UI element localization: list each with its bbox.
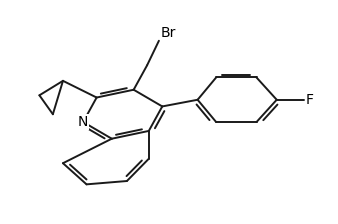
Text: F: F (305, 93, 313, 107)
Text: N: N (78, 115, 88, 129)
Text: Br: Br (161, 26, 176, 40)
